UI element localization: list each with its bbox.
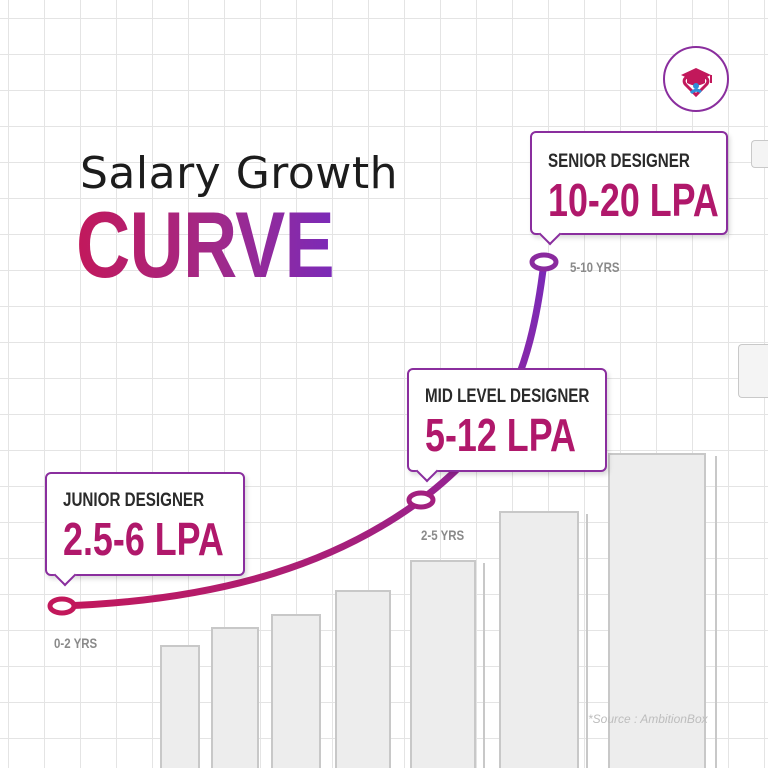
background-bars: [160, 453, 717, 768]
marker-senior: [529, 252, 559, 272]
callout-senior: SENIOR DESIGNER 10-20 LPA: [530, 131, 728, 235]
role-label-mid: MID LEVEL DESIGNER: [425, 386, 590, 407]
callout-junior: JUNIOR DESIGNER 2.5-6 LPA: [45, 472, 245, 576]
marker-junior: [47, 596, 77, 616]
brand-logo: [663, 46, 729, 112]
title-line2: CURVE: [76, 192, 335, 297]
years-label-junior: 0-2 YRS: [54, 635, 98, 651]
bar-1: [160, 645, 200, 768]
bar-5: [410, 560, 476, 768]
curve-markers: [47, 252, 559, 616]
role-label-senior: SENIOR DESIGNER: [548, 151, 690, 172]
bar-4: [335, 590, 391, 768]
graduation-cap-heart-icon: [681, 68, 712, 98]
callout-mid: MID LEVEL DESIGNER 5-12 LPA: [407, 368, 607, 472]
bar-2: [211, 627, 259, 768]
edge-tab-middle: [738, 344, 768, 398]
title-line1: Salary Growth: [80, 148, 398, 199]
marker-mid: [406, 490, 436, 510]
years-label-mid: 2-5 YRS: [421, 527, 465, 543]
years-label-senior: 5-10 YRS: [570, 259, 620, 275]
edge-tab-top: [751, 140, 768, 168]
salary-label-mid: 5-12 LPA: [425, 409, 576, 461]
bar-3: [271, 614, 321, 768]
role-label-junior: JUNIOR DESIGNER: [63, 490, 205, 511]
salary-label-junior: 2.5-6 LPA: [63, 513, 224, 565]
bar-6: [499, 511, 579, 768]
salary-label-senior: 10-20 LPA: [548, 174, 719, 226]
bar-7: [608, 453, 706, 768]
source-note: *Source : AmbitionBox: [588, 712, 708, 726]
